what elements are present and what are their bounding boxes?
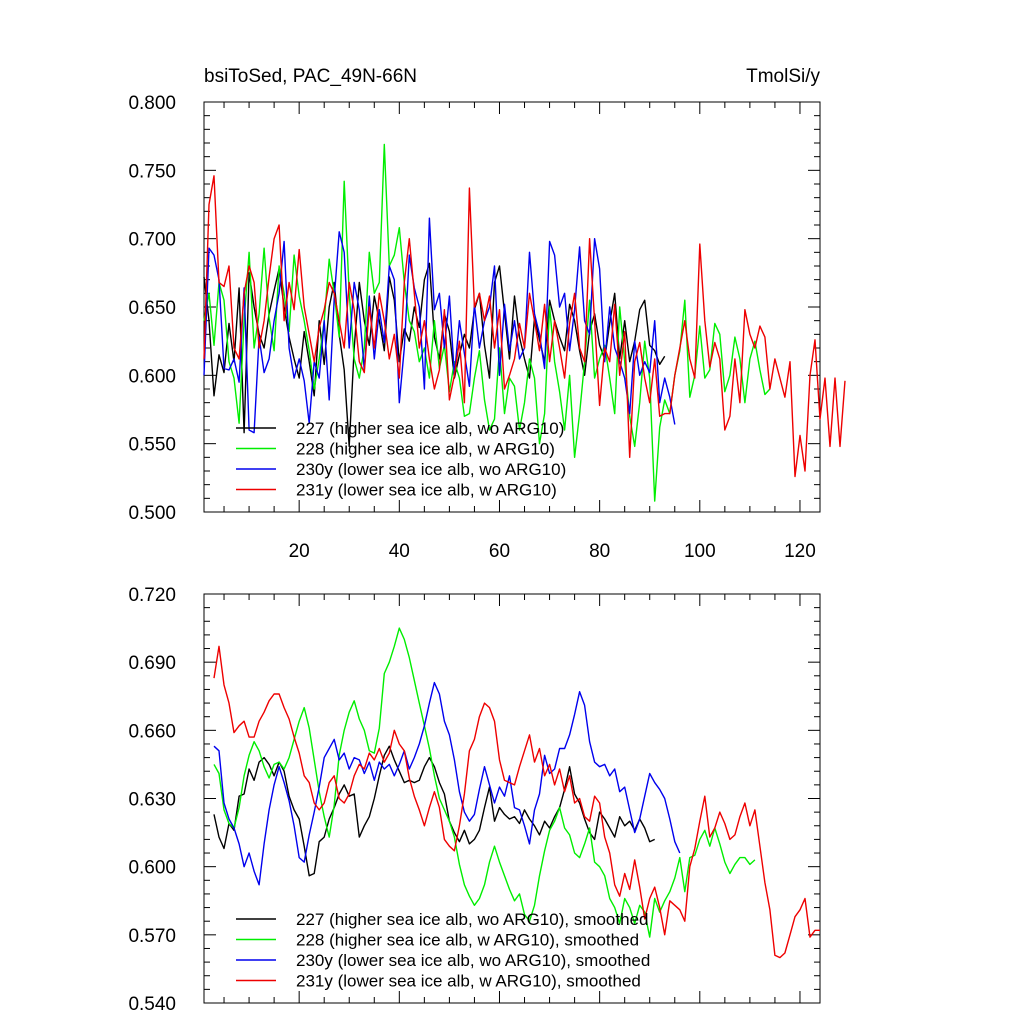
y-tick-label: 0.690 (128, 653, 176, 674)
y-tick-label: 0.660 (128, 721, 176, 742)
y-tick-label: 0.540 (128, 994, 176, 1015)
legend: 227 (higher sea ice alb, wo ARG10) 228 (h… (236, 419, 566, 500)
legend-label: 227 (higher sea ice alb, wo ARG10), smoo… (296, 910, 648, 929)
legend-label: 227 (higher sea ice alb, wo ARG10) (296, 419, 564, 438)
series-line-3 (203, 217, 676, 434)
y-tick-label: 0.630 (128, 790, 176, 811)
series-line-4 (213, 645, 820, 959)
y-tick-label: 0.800 (128, 93, 176, 114)
x-tick-label: 40 (389, 541, 410, 562)
axes: 0.540 0.570 0.600 0.630 0.660 0.690 0.720 (128, 585, 821, 1015)
y-tick-label: 0.650 (128, 298, 176, 319)
legend-label: 231y (lower sea ice alb, w ARG10) (296, 481, 557, 500)
x-tick-label: 60 (489, 541, 510, 562)
legend-label: 228 (higher sea ice alb, w ARG10), smoot… (296, 931, 639, 950)
legend-label: 228 (higher sea ice alb, w ARG10) (296, 440, 555, 459)
series-line-1 (213, 745, 655, 877)
x-tick-label: 100 (684, 541, 716, 562)
y-tick-label: 0.700 (128, 230, 176, 251)
chart-title: bsiToSed, PAC_49N-66N (204, 66, 417, 87)
y-tick-label: 0.550 (128, 435, 176, 456)
bottom-panel: 0.540 0.570 0.600 0.630 0.660 0.690 0.720 227 … (128, 585, 821, 1015)
x-tick-label: 80 (589, 541, 610, 562)
x-tick-label: 120 (784, 541, 816, 562)
y-tick-label: 0.570 (128, 926, 176, 947)
y-tick-label: 0.500 (128, 503, 176, 524)
series-line-3 (213, 681, 681, 886)
series-line-2 (213, 627, 756, 938)
plot-lines (203, 143, 846, 502)
y-tick-label: 0.600 (128, 858, 176, 879)
legend-label: 231y (lower sea ice alb, w ARG10), smoot… (296, 972, 641, 991)
x-tick-label: 20 (289, 541, 310, 562)
legend-label: 230y (lower sea ice alb, wo ARG10), smoo… (296, 951, 650, 970)
y-tick-label: 0.600 (128, 366, 176, 387)
units-label: TmolSi/y (746, 66, 820, 87)
plot-lines (213, 627, 820, 959)
legend: 227 (higher sea ice alb, wo ARG10), smoo… (236, 910, 650, 991)
y-tick-label: 0.720 (128, 585, 176, 606)
top-panel: bsiToSed, PAC_49N-66N TmolSi/y 0.500 0.55… (128, 66, 846, 562)
y-tick-label: 0.750 (128, 161, 176, 182)
axes: 0.500 0.550 0.600 0.650 0.700 0.750 0.800 20 40 6… (128, 93, 821, 562)
series-line-4 (203, 175, 846, 478)
legend-label: 230y (lower sea ice alb, wo ARG10) (296, 460, 566, 479)
